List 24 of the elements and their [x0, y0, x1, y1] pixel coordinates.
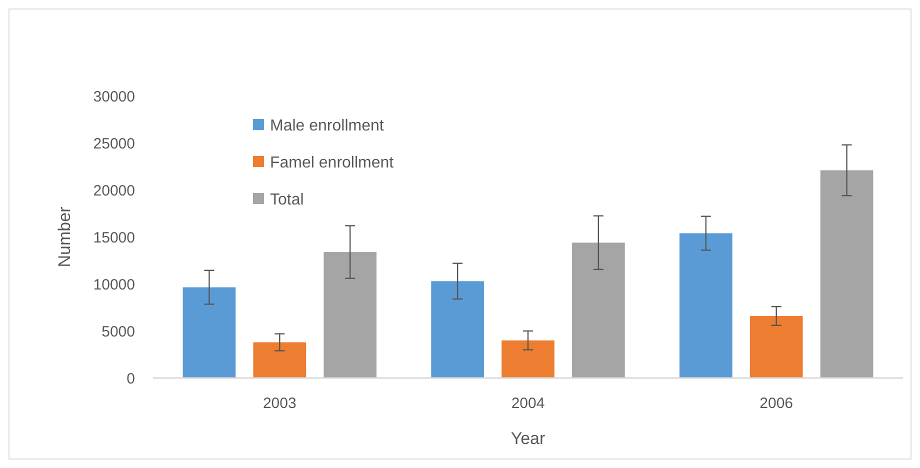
legend-label: Famel enrollment [270, 154, 394, 172]
bar [679, 233, 732, 378]
bar [253, 342, 306, 378]
x-tick-label: 2006 [760, 395, 794, 412]
legend-label: Male enrollment [270, 118, 384, 135]
y-axis-title: Number [55, 206, 74, 268]
y-tick-label: 20000 [93, 182, 135, 200]
x-axis-title: Year [510, 429, 546, 448]
bar [324, 252, 377, 378]
y-tick-label: 25000 [93, 135, 135, 152]
bar [572, 242, 625, 378]
y-tick-label: 10000 [93, 276, 135, 294]
y-tick-label: 15000 [93, 229, 135, 246]
y-tick-label: 5000 [102, 323, 135, 340]
legend-label: Total [270, 192, 304, 209]
x-tick-label: 2004 [511, 395, 545, 412]
x-tick-label: 2003 [262, 395, 296, 412]
bar [820, 170, 874, 378]
bar [431, 281, 484, 378]
bar [182, 287, 236, 378]
y-tick-label: 0 [126, 370, 135, 388]
bar [750, 316, 803, 378]
y-tick-label: 30000 [93, 88, 135, 106]
bar [502, 340, 554, 378]
